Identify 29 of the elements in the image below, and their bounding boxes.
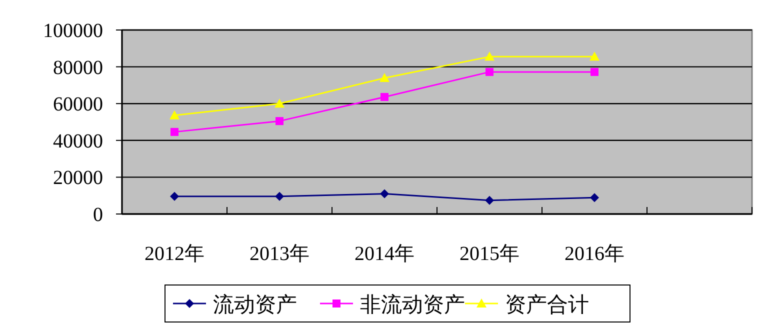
point (274, 98, 284, 108)
x-tick-label: 2014年 (354, 243, 414, 265)
point (380, 92, 388, 101)
point (380, 189, 389, 198)
legend-label: 非流动资产 (360, 292, 465, 316)
point (590, 52, 600, 61)
point (170, 128, 178, 136)
point (590, 68, 598, 76)
x-tick-label: 2016年 (564, 243, 624, 265)
point (380, 73, 390, 82)
y-tick-label: 60000 (53, 94, 103, 116)
x-tick-label: 2013年 (250, 243, 310, 265)
y-tick-label: 0 (93, 204, 103, 226)
point (275, 192, 284, 201)
point (484, 52, 494, 61)
legend-label: 资产合计 (505, 292, 589, 316)
point (485, 196, 494, 205)
y-tick-label: 80000 (53, 56, 103, 79)
x-tick-label: 2015年 (460, 243, 520, 265)
point (276, 117, 284, 126)
legend-label: 流动资产 (213, 292, 297, 316)
y-tick-label: 40000 (53, 130, 103, 152)
point (486, 68, 494, 76)
y-tick-label: 20000 (53, 167, 103, 190)
point (170, 110, 180, 120)
point (170, 192, 179, 201)
x-tick-label: 2012年 (144, 243, 204, 265)
point (590, 193, 599, 202)
y-tick-label: 100000 (43, 20, 103, 42)
